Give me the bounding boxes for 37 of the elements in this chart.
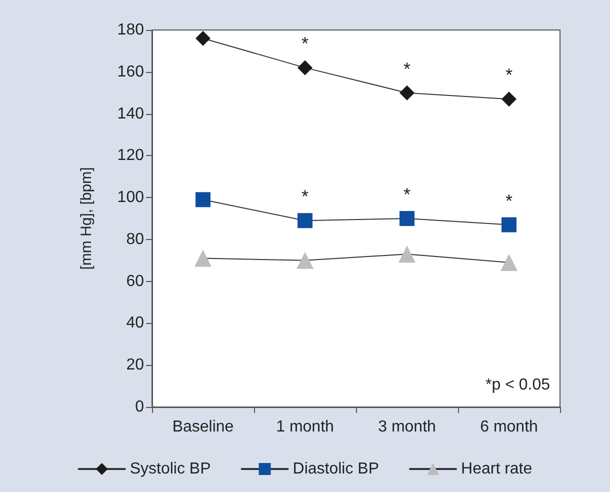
y-tick-label: 60 — [126, 272, 144, 290]
point — [502, 92, 516, 107]
point — [398, 246, 416, 263]
point — [500, 254, 518, 271]
x-tick-label: 1 month — [276, 418, 334, 436]
annotation: * — [301, 34, 309, 54]
annotation: * — [301, 186, 309, 207]
y-tick-label: 40 — [126, 314, 144, 332]
legend-label: Diastolic BP — [292, 460, 380, 478]
y-tick-label: 180 — [117, 22, 144, 38]
y-axis-title: [mm Hg], [bpm] — [78, 167, 95, 270]
y-tick-label: 20 — [126, 356, 144, 374]
point — [196, 192, 210, 208]
y-tick-label: 100 — [117, 189, 144, 206]
y-tick-label: 80 — [126, 230, 144, 248]
point — [194, 250, 212, 267]
point — [400, 211, 414, 226]
annotation: * — [403, 184, 411, 204]
annotation: *p < 0.05 — [486, 376, 550, 394]
y-tick-label: 160 — [117, 63, 144, 80]
point — [502, 217, 516, 232]
point — [296, 252, 314, 269]
annotation: * — [505, 190, 513, 211]
x-tick-label: 3 month — [378, 418, 436, 436]
legend-label: Heart rate — [461, 460, 532, 478]
point — [298, 213, 312, 228]
point — [196, 30, 210, 46]
y-tick-label: 140 — [117, 105, 144, 122]
legend-label: Systolic BP — [130, 460, 211, 478]
y-tick-label: 0 — [135, 398, 144, 416]
x-tick-label: 6 month — [480, 418, 538, 436]
point — [298, 60, 312, 76]
annotation: * — [505, 65, 513, 86]
point — [400, 85, 414, 100]
annotation: * — [403, 58, 411, 79]
y-tick-label: 120 — [117, 147, 144, 164]
x-tick-label: Baseline — [172, 418, 234, 436]
